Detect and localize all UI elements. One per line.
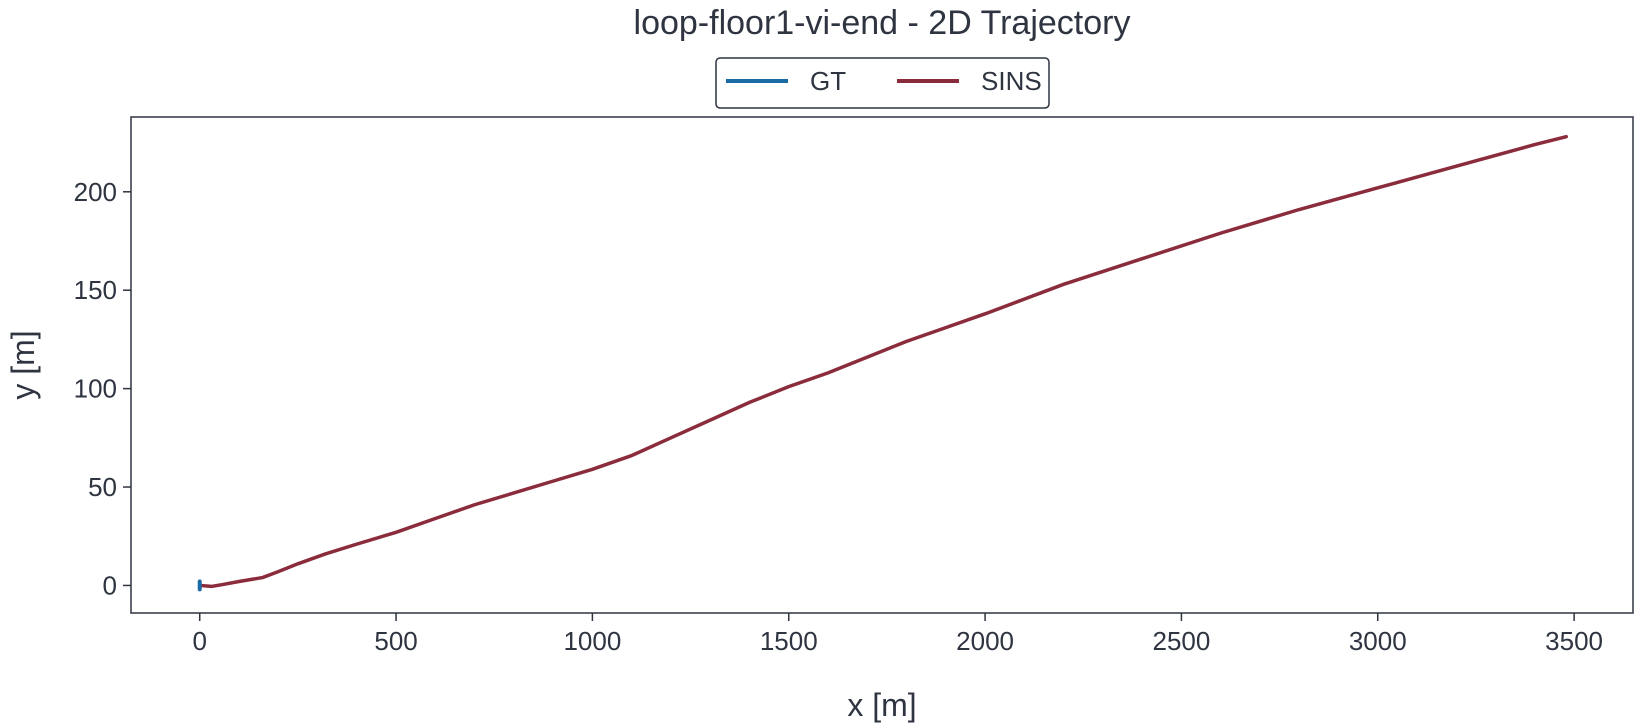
plot-frame — [130, 116, 1634, 614]
legend: GT SINS — [715, 57, 1050, 109]
x-tick-label: 1500 — [760, 626, 818, 656]
series-line-sins — [197, 134, 1568, 589]
x-axis-label: x [m] — [847, 687, 916, 723]
y-tick-label: 150 — [74, 275, 117, 305]
x-tick-label: 3000 — [1349, 626, 1407, 656]
y-axis-label: y [m] — [5, 330, 41, 399]
x-tick-label: 0 — [192, 626, 206, 656]
x-tick-label: 1000 — [563, 626, 621, 656]
series-layer — [197, 134, 1568, 592]
y-axis-ticks: 0 50 100 150 200 — [74, 177, 131, 600]
plot-area — [130, 116, 1634, 614]
x-tick-label: 500 — [374, 626, 417, 656]
legend-label-sins: SINS — [981, 66, 1042, 96]
x-tick-label: 2500 — [1152, 626, 1210, 656]
chart-title: loop-floor1-vi-end - 2D Trajectory — [634, 4, 1131, 42]
x-axis-ticks: 0 500 1000 1500 2000 2500 3000 3500 — [192, 613, 1603, 656]
legend-box — [715, 57, 1050, 109]
y-tick-label: 200 — [74, 177, 117, 207]
y-tick-label: 0 — [103, 570, 117, 600]
y-tick-label: 50 — [88, 472, 117, 502]
legend-label-gt: GT — [810, 66, 846, 96]
y-tick-label: 100 — [74, 374, 117, 404]
x-tick-label: 2000 — [956, 626, 1014, 656]
x-tick-label: 3500 — [1545, 626, 1603, 656]
